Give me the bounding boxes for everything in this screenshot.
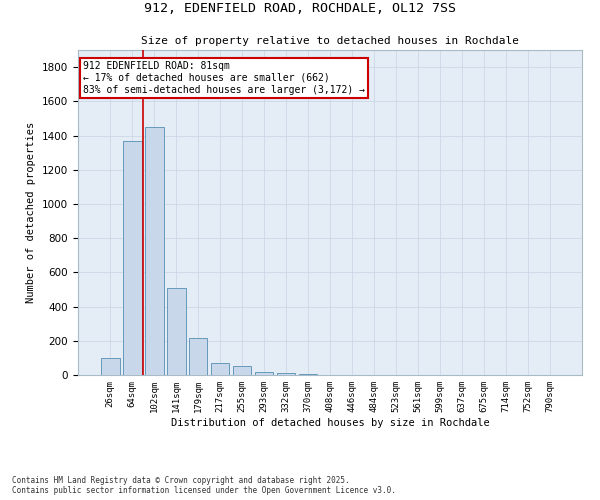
Bar xyxy=(299,374,317,375)
Bar xyxy=(167,288,185,375)
Bar xyxy=(211,363,229,375)
Bar xyxy=(255,372,274,375)
Title: Size of property relative to detached houses in Rochdale: Size of property relative to detached ho… xyxy=(141,36,519,46)
X-axis label: Distribution of detached houses by size in Rochdale: Distribution of detached houses by size … xyxy=(170,418,490,428)
Y-axis label: Number of detached properties: Number of detached properties xyxy=(26,122,37,303)
Bar xyxy=(189,338,208,375)
Bar xyxy=(145,127,164,375)
Bar xyxy=(101,358,119,375)
Bar xyxy=(277,373,295,375)
Text: 912 EDENFIELD ROAD: 81sqm
← 17% of detached houses are smaller (662)
83% of semi: 912 EDENFIELD ROAD: 81sqm ← 17% of detac… xyxy=(83,62,365,94)
Bar xyxy=(233,366,251,375)
Text: 912, EDENFIELD ROAD, ROCHDALE, OL12 7SS: 912, EDENFIELD ROAD, ROCHDALE, OL12 7SS xyxy=(144,2,456,16)
Bar xyxy=(123,140,142,375)
Text: Contains HM Land Registry data © Crown copyright and database right 2025.
Contai: Contains HM Land Registry data © Crown c… xyxy=(12,476,396,495)
